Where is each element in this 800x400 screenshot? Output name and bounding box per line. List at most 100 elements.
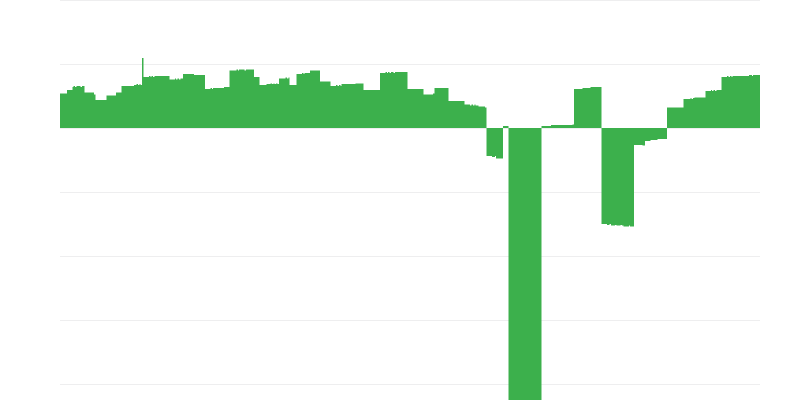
bar[interactable] [251, 69, 253, 128]
bar[interactable] [144, 76, 147, 128]
bar[interactable] [381, 73, 383, 128]
bar[interactable] [181, 78, 184, 128]
bar[interactable] [669, 107, 672, 128]
bar[interactable] [565, 125, 568, 128]
bar[interactable] [206, 88, 208, 128]
bar[interactable] [694, 97, 696, 128]
bar[interactable] [619, 128, 621, 226]
bar[interactable] [274, 84, 277, 128]
bar[interactable] [463, 101, 465, 128]
bar[interactable] [691, 99, 694, 128]
bar[interactable] [159, 75, 162, 128]
bar[interactable] [271, 84, 274, 128]
bar[interactable] [612, 128, 614, 226]
bar[interactable] [333, 86, 335, 128]
bar[interactable] [412, 88, 415, 128]
bar[interactable] [360, 83, 363, 128]
bar[interactable] [531, 128, 534, 400]
bar[interactable] [128, 86, 130, 128]
bar[interactable] [712, 90, 714, 128]
bar[interactable] [177, 78, 179, 128]
bar[interactable] [291, 85, 293, 128]
bar[interactable] [590, 87, 592, 128]
bar[interactable] [431, 94, 434, 128]
bar[interactable] [578, 88, 580, 128]
bar[interactable] [310, 70, 312, 128]
bar[interactable] [117, 92, 119, 128]
bar[interactable] [533, 128, 535, 400]
bar[interactable] [697, 97, 699, 128]
bar[interactable] [501, 128, 503, 159]
bar[interactable] [80, 87, 82, 128]
bar[interactable] [226, 87, 229, 128]
bar[interactable] [70, 89, 73, 128]
bar[interactable] [680, 107, 683, 128]
bar[interactable] [60, 93, 62, 128]
bar[interactable] [569, 125, 572, 128]
bar[interactable] [198, 74, 200, 128]
bar[interactable] [598, 87, 601, 128]
bar[interactable] [174, 78, 177, 128]
bar[interactable] [706, 90, 709, 128]
bar[interactable] [709, 90, 711, 128]
bar[interactable] [366, 89, 368, 128]
bar[interactable] [542, 126, 545, 128]
bar[interactable] [157, 75, 159, 128]
bar[interactable] [632, 128, 635, 227]
bar[interactable] [332, 86, 334, 128]
bar[interactable] [608, 128, 610, 225]
bar[interactable] [116, 92, 118, 128]
bar[interactable] [448, 101, 450, 128]
bar[interactable] [513, 128, 516, 400]
bar[interactable] [98, 100, 100, 128]
bar[interactable] [642, 128, 644, 146]
bar[interactable] [705, 90, 707, 128]
bar[interactable] [75, 87, 77, 128]
bar[interactable] [143, 76, 145, 128]
bar[interactable] [550, 125, 553, 128]
bar[interactable] [746, 75, 748, 128]
bar[interactable] [606, 128, 609, 225]
bar[interactable] [109, 95, 111, 128]
bar[interactable] [626, 128, 628, 227]
bar[interactable] [202, 74, 204, 128]
bar[interactable] [717, 89, 720, 128]
bar[interactable] [457, 101, 460, 128]
bar[interactable] [438, 87, 441, 128]
bar[interactable] [337, 86, 339, 128]
bar[interactable] [162, 75, 164, 128]
bar[interactable] [338, 85, 341, 128]
bar[interactable] [280, 78, 282, 128]
bar[interactable] [140, 85, 143, 128]
bar[interactable] [213, 87, 215, 128]
bar[interactable] [507, 126, 509, 128]
bar[interactable] [728, 76, 730, 128]
bar[interactable] [69, 89, 71, 128]
bar[interactable] [543, 126, 546, 128]
bar[interactable] [546, 126, 549, 128]
bar[interactable] [667, 107, 669, 128]
bar[interactable] [416, 88, 419, 128]
bar[interactable] [579, 88, 581, 128]
bar[interactable] [548, 126, 550, 128]
bar[interactable] [602, 128, 605, 224]
bar[interactable] [132, 86, 134, 128]
bar[interactable] [237, 70, 240, 128]
bar[interactable] [594, 87, 596, 128]
bar[interactable] [497, 128, 499, 159]
bar[interactable] [701, 97, 703, 128]
bar[interactable] [520, 128, 523, 400]
bar[interactable] [384, 73, 386, 128]
bar[interactable] [219, 87, 222, 128]
bar[interactable] [468, 104, 471, 128]
bar[interactable] [478, 106, 480, 128]
bar[interactable] [461, 101, 464, 128]
bar[interactable] [502, 126, 505, 128]
bar[interactable] [493, 128, 495, 157]
bar[interactable] [589, 87, 591, 128]
bar[interactable] [526, 128, 528, 400]
bar[interactable] [218, 87, 220, 128]
bar[interactable] [168, 75, 170, 128]
bar[interactable] [490, 128, 493, 156]
bar[interactable] [240, 69, 242, 128]
